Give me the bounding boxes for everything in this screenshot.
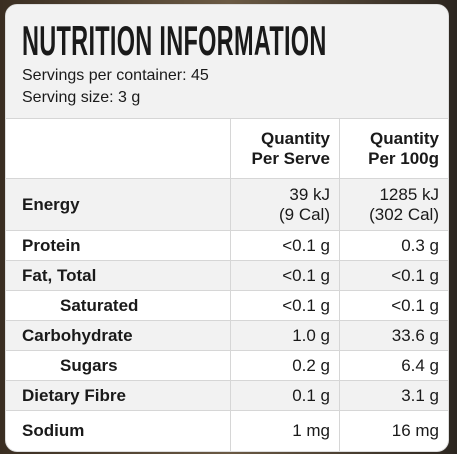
nutrient-value: 6.4 g [339,350,448,381]
panel-header: NUTRITION INFORMATION Servings per conta… [6,5,448,119]
header-row: Quantity Per Serve Quantity Per 100g [6,119,448,179]
nutrient-name: Protein [6,230,231,261]
nutrient-value: <0.1 g [339,290,448,321]
nutrient-value: <0.1 g [230,290,340,321]
title: NUTRITION INFORMATION [22,17,327,64]
column-header-text: Quantity Per Serve [251,128,330,168]
nutrient-row: Carbohydrate 1.0 g 33.6 g [6,320,448,351]
nutrient-name: Carbohydrate [6,320,231,351]
nutrient-name: Fat, Total [6,260,231,291]
nutrient-row: Energy 39 kJ (9 Cal) 1285 kJ (302 Cal) [6,178,448,231]
nutrient-row: Sugars 0.2 g 6.4 g [6,350,448,381]
nutrient-value: <0.1 g [230,230,340,261]
nutrient-row: Dietary Fibre 0.1 g 3.1 g [6,380,448,411]
nutrient-name: Sodium [22,420,85,440]
nutrient-value: 33.6 g [339,320,448,351]
nutrient-value: 3.1 g [339,380,448,411]
nutrient-value: 1285 kJ (302 Cal) [339,178,448,231]
nutrient-name: Sugars [6,350,231,381]
value-line: (302 Cal) [369,204,439,224]
servings-per-container: Servings per container: 45 [22,67,209,84]
nutrient-row: Sodium 1 mg 16 mg [6,410,448,451]
nutrient-value: 1.0 g [230,320,340,351]
nutrient-value: 0.3 g [339,230,448,261]
column-header: Quantity Per Serve [230,119,340,179]
nutrient-value: <0.1 g [230,260,340,291]
nutrient-value: 39 kJ (9 Cal) [230,178,340,231]
nutrient-value: <0.1 g [339,260,448,291]
nutrition-panel: NUTRITION INFORMATION Servings per conta… [5,4,449,452]
column-header-text: Quantity Per 100g [368,128,439,168]
nutrient-value: 16 mg [339,410,448,451]
nutrient-name: Saturated [6,290,231,321]
nutrient-row: Protein <0.1 g 0.3 g [6,230,448,261]
nutrient-row: Saturated <0.1 g <0.1 g [6,290,448,321]
column-header: Quantity Per 100g [339,119,448,179]
nutrient-value: 0.2 g [230,350,340,381]
nutrition-table: Quantity Per Serve Quantity Per 100g Energ… [6,119,448,451]
serving-size: Serving size: 3 g [22,89,141,106]
nutrient-name: Energy [6,178,231,231]
nutrient-name: Dietary Fibre [6,380,231,411]
nutrient-value: 1 mg [230,410,340,451]
nutrient-value: 0.1 g [230,380,340,411]
value-line: 1285 kJ [379,184,439,204]
value-line: (9 Cal) [278,204,330,224]
value-line: 39 kJ [289,184,330,204]
column-header [6,119,231,179]
nutrient-row: Fat, Total <0.1 g <0.1 g [6,260,448,291]
